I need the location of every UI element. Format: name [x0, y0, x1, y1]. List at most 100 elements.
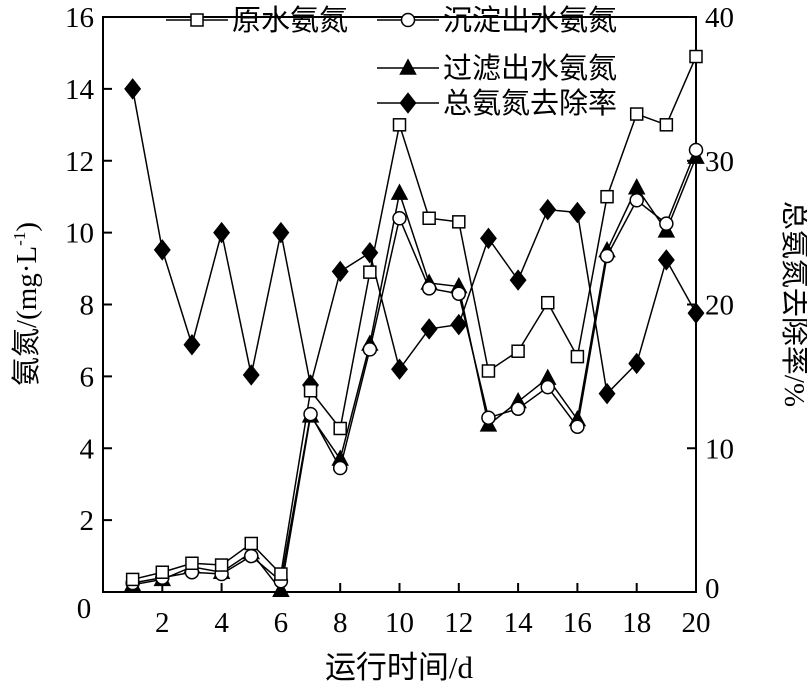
raw-ammonia-point	[600, 189, 614, 204]
raw-ammonia-point	[629, 107, 644, 121]
legend-raw-ammonia: 原水氨氮	[166, 4, 348, 37]
x-origin-label: 0	[77, 593, 92, 625]
left-y-tick-label: 10	[65, 218, 94, 250]
sediment-effluent-point	[510, 401, 526, 416]
sediment-effluent-point	[688, 142, 704, 158]
left-y-axis-title-end: )	[11, 222, 43, 232]
filtered-effluent-line	[132, 156, 697, 592]
removal-rate-point	[509, 269, 527, 291]
raw-ammonia-point	[452, 215, 466, 229]
raw-ammonia-point	[363, 265, 377, 279]
sediment-effluent-point	[421, 281, 437, 296]
raw-ammonia-line	[132, 56, 697, 581]
removal-rate-point	[657, 249, 675, 271]
sediment-effluent-point	[570, 419, 585, 434]
sediment-effluent-point	[481, 410, 496, 425]
sediment-effluent-point	[659, 216, 674, 231]
x-axis: 0 2 4 6 8 10 12 14 16 18 20	[77, 583, 711, 639]
removal-rate-point	[391, 358, 408, 380]
left-y-tick-label: 4	[80, 433, 95, 465]
removal-rate-point	[124, 78, 142, 100]
sediment-effluent-point	[629, 193, 644, 208]
legend-marker	[190, 13, 204, 27]
legend-sediment-effluent: 沉淀出水氨氮	[377, 4, 617, 37]
sediment-effluent-point	[599, 248, 615, 264]
left-y-axis-title: 氨氮/(mg·L-1)	[10, 222, 43, 386]
raw-ammonia-point	[214, 558, 229, 572]
sediment-effluent-point	[540, 379, 555, 395]
legend-marker	[399, 58, 417, 75]
sediment-effluent-point	[392, 211, 407, 226]
right-y-tick-label: 10	[705, 433, 734, 465]
removal-rate-point	[242, 364, 260, 386]
left-y-axis-title-superscript: -1	[10, 232, 29, 246]
raw-ammonia-point	[511, 344, 525, 358]
right-y-tick-label: 0	[705, 573, 720, 605]
removal-rate-point	[450, 313, 468, 336]
raw-ammonia-point	[570, 349, 585, 364]
legend-label: 原水氨氮	[232, 4, 348, 37]
removal-rate-point	[213, 221, 231, 244]
x-tick-label: 20	[682, 607, 711, 639]
removal-rate-point	[568, 201, 586, 224]
x-tick-label: 10	[385, 607, 414, 639]
sediment-effluent-point	[332, 460, 348, 476]
x-tick-label: 6	[274, 607, 289, 639]
sediment-effluent-point	[451, 286, 467, 301]
legend-marker	[400, 12, 416, 28]
legend-label: 沉淀出水氨氮	[443, 4, 617, 37]
left-y-tick-label: 12	[65, 146, 94, 178]
right-y-axis: 0 10 20 30 40	[687, 2, 734, 605]
removal-rate-point	[479, 227, 497, 250]
removal-rate-point	[183, 334, 201, 356]
left-y-tick-label: 2	[80, 505, 95, 537]
legend-label: 总氨氮去除率	[443, 87, 617, 120]
raw-ammonia-point	[659, 118, 674, 132]
x-tick-label: 18	[622, 607, 651, 639]
x-tick-label: 8	[333, 607, 348, 639]
right-y-tick-label: 40	[705, 2, 734, 34]
removal-rate-point	[598, 382, 616, 405]
sediment-effluent-point	[303, 406, 318, 422]
filtered-effluent-point	[627, 178, 646, 195]
legend-label: 过滤出水氨氮	[443, 52, 617, 85]
legend-marker	[399, 92, 417, 114]
removal-rate-point	[331, 260, 349, 283]
removal-rate-point	[687, 302, 705, 324]
removal-rate-point	[420, 318, 438, 340]
legend-filtered-effluent: 过滤出水氨氮	[377, 52, 617, 85]
raw-ammonia-point	[185, 556, 199, 570]
legend-removal-rate: 总氨氮去除率	[377, 87, 617, 120]
x-tick-label: 2	[155, 607, 170, 639]
raw-ammonia-point	[303, 384, 318, 398]
right-y-axis-title: 总氨氮去除率/%	[778, 201, 807, 407]
removal-rate-line	[131, 88, 697, 396]
removal-rate-point	[153, 239, 171, 261]
raw-ammonia-point	[333, 421, 347, 436]
removal-rate-point	[272, 221, 290, 244]
sediment-effluent-point	[244, 548, 259, 564]
x-tick-label: 16	[563, 607, 592, 639]
filtered-effluent-point	[272, 580, 290, 597]
left-y-tick-label: 6	[80, 361, 95, 393]
right-y-tick-label: 30	[705, 146, 734, 178]
filtered-effluent-point	[390, 183, 409, 200]
series-layer	[123, 49, 705, 597]
raw-ammonia-point	[125, 572, 140, 587]
removal-rate-point	[628, 352, 646, 375]
removal-rate-point	[539, 198, 557, 221]
left-y-tick-label: 14	[65, 74, 95, 106]
raw-ammonia-point	[392, 118, 407, 132]
sediment-effluent-line	[132, 149, 697, 584]
raw-ammonia-point	[541, 295, 555, 310]
left-y-tick-label: 8	[80, 290, 95, 322]
left-y-tick-label: 16	[65, 2, 94, 34]
raw-ammonia-point	[155, 565, 170, 579]
right-y-tick-label: 20	[705, 290, 734, 322]
left-y-axis: 2 4 6 8 10 12 14 16	[65, 2, 112, 537]
sediment-effluent-point	[362, 342, 378, 357]
x-tick-label: 14	[504, 607, 534, 639]
removal-rate-point	[361, 242, 379, 264]
